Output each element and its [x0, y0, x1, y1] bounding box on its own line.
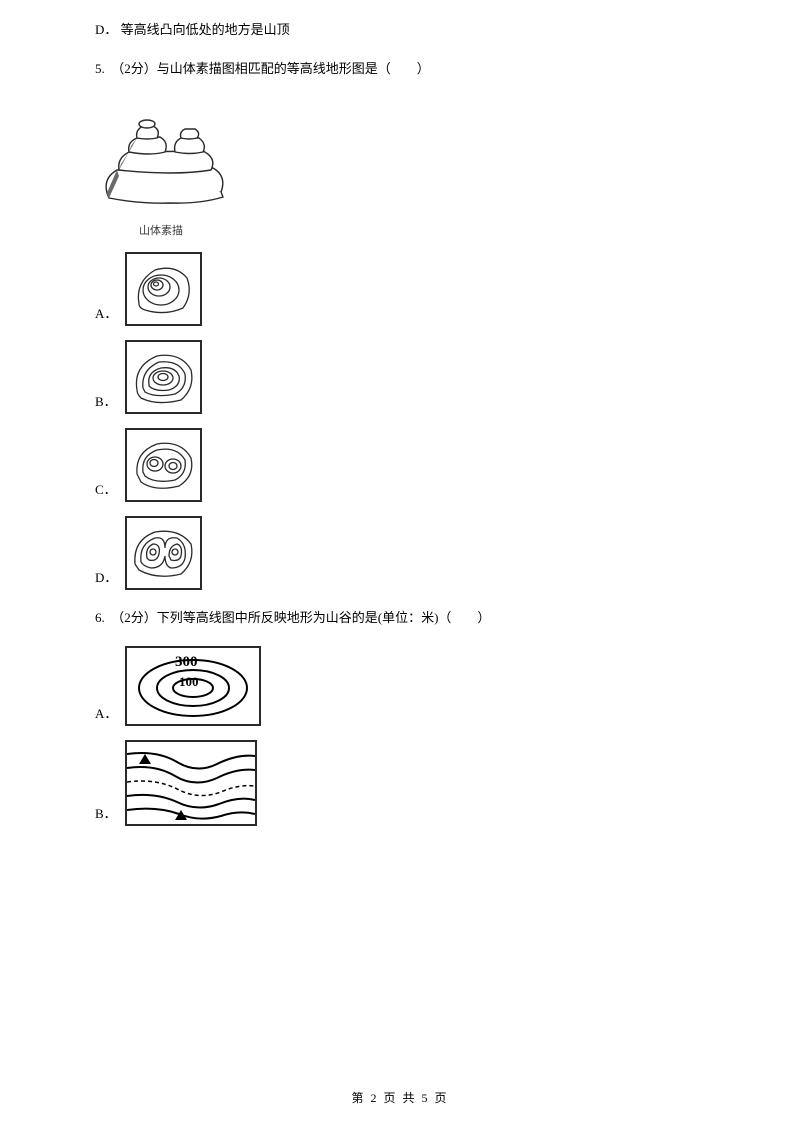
contour-diagram-c [125, 428, 202, 502]
option-label: B． [95, 391, 117, 414]
q5-option-c: C． [95, 428, 705, 502]
contour-diagram-b [125, 340, 202, 414]
contour-value-100: 100 [179, 674, 199, 689]
option-label: B． [95, 803, 117, 826]
contour-value-300: 300 [175, 654, 198, 670]
triangle-marker [175, 810, 187, 820]
q5-option-b: B． [95, 340, 705, 414]
sketch-caption: 山体素描 [131, 222, 191, 238]
contour-diagram-q6b [125, 740, 257, 826]
q5-prompt: 5. （2分）与山体素描图相匹配的等高线地形图是（ ） [95, 59, 705, 80]
q5-option-a: A． [95, 252, 705, 326]
option-label: A． [95, 303, 117, 326]
mountain-sketch [95, 98, 705, 216]
contour-diagram-d [125, 516, 202, 590]
q6-option-a: A． 300 100 [95, 646, 705, 726]
option-label: C． [95, 479, 117, 502]
q4-option-d: D． 等高线凸向低处的地方是山顶 [95, 20, 705, 41]
option-label: D． [95, 567, 117, 590]
q6-prompt: 6. （2分）下列等高线图中所反映地形为山谷的是(单位：米)（ ） [95, 608, 705, 629]
q5-option-d: D． [95, 516, 705, 590]
q6-option-b: B． [95, 740, 705, 826]
contour-diagram-a [125, 252, 202, 326]
contour-diagram-q6a: 300 100 [125, 646, 261, 726]
triangle-marker [139, 754, 151, 764]
option-label: A． [95, 703, 117, 726]
page-footer: 第 2 页 共 5 页 [0, 1089, 800, 1106]
